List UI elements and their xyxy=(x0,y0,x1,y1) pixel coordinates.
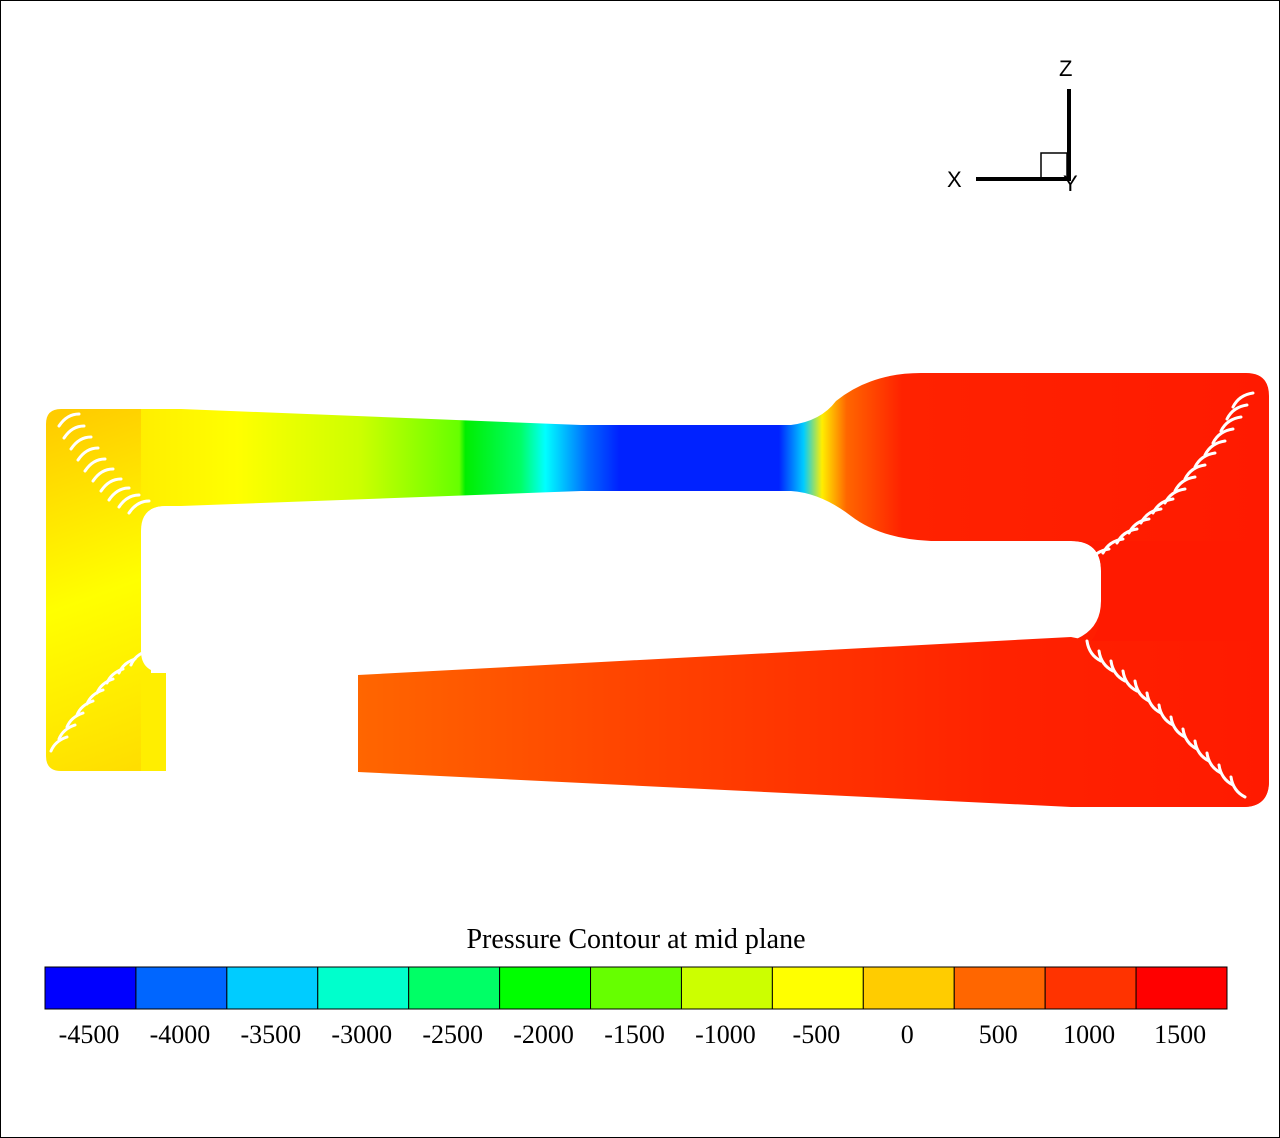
colorbar-tick-labels: -4500 -4000 -3500 -3000 -2500 -2000 -1500 -1000… xyxy=(59,1020,1206,1049)
colorbar-tick-label: -4000 xyxy=(150,1020,211,1049)
z-axis-label: Z xyxy=(1059,56,1072,81)
colorbar-tick-label: -1000 xyxy=(695,1020,756,1049)
upper-channel-region xyxy=(61,373,1269,807)
colorbar-tick-label: 1500 xyxy=(1154,1020,1206,1049)
turning-vanes-top-right xyxy=(1073,391,1255,573)
colorbar-tick-label: 500 xyxy=(979,1020,1018,1049)
lower-channel-region xyxy=(358,637,1269,807)
turning-vanes-bottom-right xyxy=(1085,639,1247,799)
colorbar: Pressure Contour at mid plane -4500 -4000… xyxy=(44,924,1228,1049)
colorbar-tick-label: -500 xyxy=(793,1020,841,1049)
x-axis-label: X xyxy=(947,167,962,192)
colorbar-cell xyxy=(1044,966,1137,1010)
colorbar-cell xyxy=(680,966,773,1010)
y-axis-label: Y xyxy=(1063,171,1078,196)
colorbar-title: Pressure Contour at mid plane xyxy=(466,924,805,955)
colorbar-tick-label: 0 xyxy=(901,1020,914,1049)
colorbar-tick-label: -4500 xyxy=(59,1020,120,1049)
colorbar-cell xyxy=(1135,966,1228,1010)
turning-vanes-top-left xyxy=(57,412,151,515)
turning-vanes-bottom-left xyxy=(49,649,149,753)
right-chamber-region xyxy=(1071,541,1269,641)
colorbar-cell xyxy=(317,966,410,1010)
colorbar-tick-label: -2500 xyxy=(422,1020,483,1049)
colorbar-cell xyxy=(590,966,682,1010)
colorbar-tick-label: -3500 xyxy=(241,1020,302,1049)
colorbar-cell xyxy=(226,966,319,1010)
colorbar-cell xyxy=(862,966,955,1010)
inner-cavity xyxy=(141,506,181,673)
colorbar-cell xyxy=(135,966,228,1010)
left-outlet-region xyxy=(141,673,166,771)
left-leg-region xyxy=(46,409,151,771)
colorbar-tick-label: -1500 xyxy=(604,1020,665,1049)
colorbar-cell xyxy=(771,966,864,1010)
axes-triad: Z X Y xyxy=(947,56,1078,196)
colorbar-cell xyxy=(953,966,1046,1010)
colorbar-tick-label: 1000 xyxy=(1063,1020,1115,1049)
colorbar-cell xyxy=(499,966,592,1010)
colorbar-cells xyxy=(44,966,1228,1010)
colorbar-cell xyxy=(408,966,501,1010)
colorbar-cell xyxy=(44,966,137,1010)
colorbar-tick-label: -3000 xyxy=(331,1020,392,1049)
colorbar-tick-label: -2000 xyxy=(513,1020,574,1049)
